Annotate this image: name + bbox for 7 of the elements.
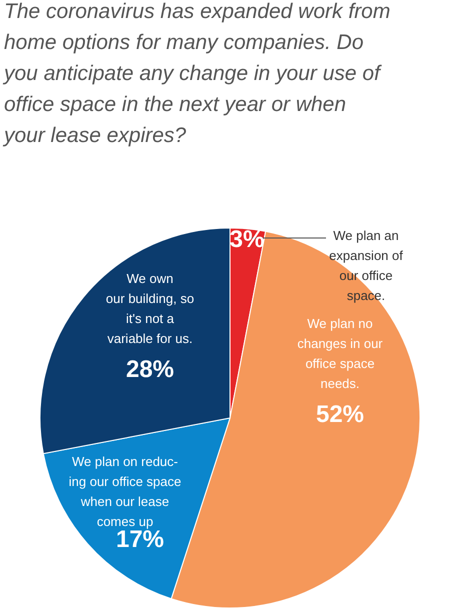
slice-label: We own our building, so it's not a variable for us. bbox=[106, 271, 194, 346]
slice-label: We plan on reduc- ing our office space when our lease comes up bbox=[68, 454, 182, 529]
chart-title: The coronavirus has expanded work from home options for many companies. Do you anticipate any change in your use of office space in the next year or when your lease expires? bbox=[2, 0, 390, 147]
data-label: 3% bbox=[230, 226, 264, 253]
slice-label: We plan no changes in our office space needs. bbox=[297, 316, 384, 391]
data-label: 52% bbox=[316, 401, 364, 428]
data-label: 28% bbox=[126, 356, 174, 383]
